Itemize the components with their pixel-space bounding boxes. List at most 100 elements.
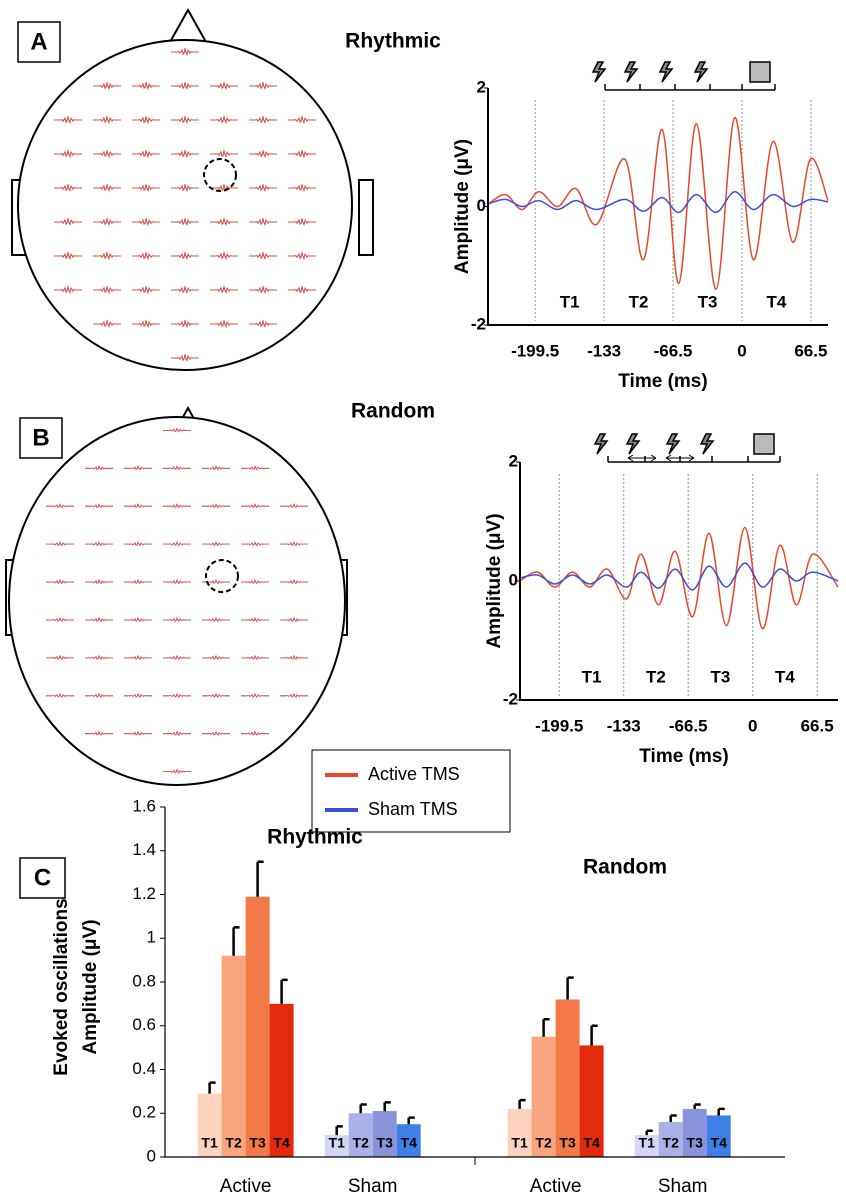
topo-trace: [241, 617, 269, 622]
bar: [197, 1093, 222, 1157]
topo-trace: [163, 655, 191, 660]
y-tick-label: 1.2: [132, 884, 156, 903]
y-tick-label: 2: [509, 451, 518, 470]
topo-trace: [171, 115, 199, 125]
group-title: Random: [583, 856, 667, 879]
x-tick-label: -199.5: [511, 341, 559, 360]
topo-trace: [241, 465, 269, 471]
axis-line: [164, 807, 785, 1158]
segment-label: T1: [560, 292, 580, 311]
topo-trace: [163, 617, 191, 622]
topo-trace: [132, 217, 160, 227]
topo-trace: [171, 149, 199, 159]
topo-trace: [163, 579, 191, 584]
topo-trace: [202, 465, 230, 471]
panel-label: A: [30, 28, 47, 55]
segment-label: T2: [646, 667, 666, 686]
topo-trace: [46, 692, 74, 698]
topo-trace: [85, 692, 113, 698]
topo-trace: [288, 183, 316, 193]
y-axis-label: Amplitude (μV): [80, 919, 101, 1054]
series-line: [488, 116, 829, 291]
topo-trace: [288, 149, 316, 159]
y-axis-label: Amplitude (μV): [484, 513, 505, 648]
topo-trace: [163, 692, 191, 698]
topo-trace: [124, 541, 152, 547]
error-bar: [590, 1024, 598, 1046]
topo-trace: [249, 81, 277, 91]
y-tick-label: 1.6: [132, 796, 156, 815]
topo-trace: [46, 541, 74, 547]
topo-trace: [241, 692, 269, 698]
topo-trace: [124, 655, 152, 660]
topo-trace: [210, 183, 238, 193]
bar-label: T3: [559, 1135, 576, 1151]
topo-trace: [202, 655, 230, 660]
bar: [348, 1113, 373, 1157]
topo-trace: [280, 503, 308, 509]
y-tick-label: 1: [147, 928, 156, 947]
bar: [634, 1135, 659, 1157]
topo-trace: [93, 81, 121, 91]
bar-label: T3: [687, 1135, 704, 1151]
error-bar: [693, 1103, 701, 1109]
topo-trace: [210, 217, 238, 227]
bar-label: T1: [329, 1135, 346, 1151]
segment-label: T1: [582, 667, 602, 686]
topo-trace: [132, 285, 160, 295]
topo-trace: [280, 579, 308, 584]
topo-trace: [210, 319, 238, 329]
x-tick-label: Active: [530, 1176, 582, 1197]
head-outline: [11, 7, 374, 371]
x-tick-label: -133: [587, 341, 621, 360]
bar: [658, 1122, 683, 1157]
bar: [531, 1036, 556, 1157]
error-bar: [383, 1101, 391, 1112]
segment-label: T2: [629, 292, 649, 311]
bar: [579, 1045, 604, 1157]
panel-label-box: [17, 21, 61, 63]
topo-trace: [132, 115, 160, 125]
topo-traces: [54, 47, 316, 363]
error-bar: [335, 1125, 343, 1136]
x-tick-label: 0: [737, 341, 746, 360]
error-bar: [542, 1017, 550, 1037]
topo-trace: [85, 541, 113, 547]
x-axis-label: Time (ms): [618, 371, 707, 392]
topo-trace: [163, 541, 191, 547]
topo-trace: [241, 655, 269, 660]
x-tick-label: Sham: [658, 1176, 708, 1197]
series-line: [519, 562, 839, 591]
topo-trace: [46, 579, 74, 584]
y-tick-label: 0.2: [132, 1103, 156, 1122]
y-axis-label: Evoked oscillations: [51, 898, 72, 1075]
panel-label: C: [34, 864, 51, 891]
bar: [324, 1135, 349, 1157]
bar-label: T2: [225, 1135, 242, 1151]
bar: [221, 955, 246, 1157]
bar-label: T4: [583, 1135, 600, 1151]
bar: [555, 999, 580, 1157]
topo-trace: [46, 655, 74, 660]
topo-trace: [210, 251, 238, 261]
topo-trace: [249, 149, 277, 159]
legend-box: [311, 749, 511, 833]
topo-trace: [85, 503, 113, 509]
bar-label: T4: [711, 1135, 728, 1151]
y-tick-label: 0: [477, 196, 486, 215]
topo-trace: [132, 149, 160, 159]
topo-trace: [171, 47, 199, 57]
x-axis-label: Time (ms): [639, 746, 728, 767]
topo-trace: [124, 503, 152, 509]
error-bar: [566, 976, 574, 1000]
topo-trace: [46, 503, 74, 509]
topo-trace: [124, 579, 152, 584]
topo-trace: [288, 285, 316, 295]
series-line: [519, 526, 839, 630]
bar-label: T1: [639, 1135, 656, 1151]
error-bar: [407, 1116, 415, 1125]
segment-label: T3: [711, 667, 731, 686]
x-tick-label: -66.5: [669, 716, 708, 735]
topo-trace: [54, 115, 82, 125]
topo-trace: [85, 655, 113, 660]
